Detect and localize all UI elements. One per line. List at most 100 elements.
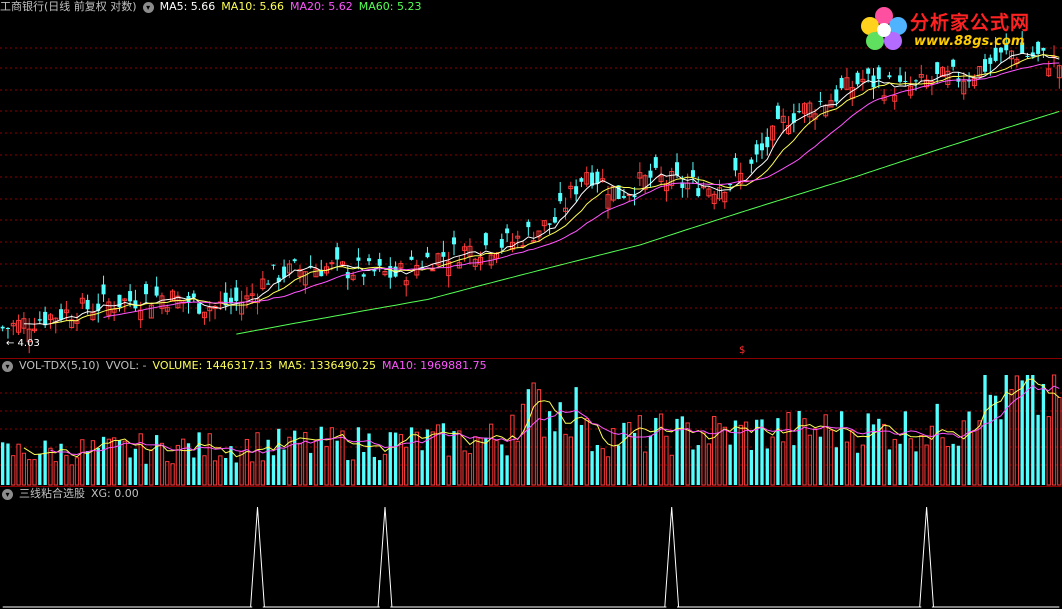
volume-bar (197, 432, 201, 485)
candle-body (377, 259, 382, 266)
volume-bar (350, 459, 356, 486)
indicator-pane[interactable]: ▾ 三线粘合选股 XG: 0.00 (0, 487, 1062, 609)
chevron-down-icon[interactable]: ▾ (142, 1, 154, 13)
volume-bar (112, 437, 117, 486)
volume-bar (755, 419, 759, 485)
volume-value-label: VOLUME: 1446317.13 (152, 359, 273, 372)
volume-bar (409, 427, 414, 485)
volume-bar (393, 432, 398, 485)
volume-bar (802, 418, 807, 486)
pane-divider[interactable] (0, 358, 1062, 359)
dollar-marker: $ (739, 345, 746, 356)
chevron-down-icon[interactable]: ▾ (2, 360, 13, 372)
volume-bar (133, 448, 138, 485)
candle-body (292, 259, 297, 262)
volume-bar (340, 430, 345, 486)
volume-bar (961, 420, 966, 486)
candle-body (711, 193, 717, 205)
volume-bar (828, 429, 834, 486)
volume-bar (425, 429, 430, 485)
volume-bar (531, 382, 536, 486)
candle-body (329, 262, 335, 265)
candle-body (350, 274, 356, 280)
candle-body (96, 303, 101, 311)
site-logo: 分析家公式网 www.88gs.com (856, 2, 1056, 54)
volume-bar (293, 430, 297, 485)
volume-bar (329, 427, 335, 486)
candle-body (175, 295, 181, 309)
volume-bar (250, 461, 255, 486)
candle-body (409, 256, 414, 260)
volume-bar (972, 429, 977, 486)
candle-body (16, 319, 22, 333)
volume-bar (595, 444, 600, 485)
candlestick-chart[interactable] (0, 0, 1062, 358)
candle-body (733, 157, 738, 171)
volume-bar (462, 450, 467, 486)
candle-body (32, 328, 38, 332)
volume-bar (27, 459, 32, 486)
candle-body (37, 319, 42, 321)
candle-body (536, 230, 542, 238)
candle-body (983, 59, 988, 72)
volume-bar (356, 427, 361, 485)
candle-body (266, 283, 271, 285)
volume-bar (128, 457, 132, 485)
candle-body (791, 113, 796, 123)
volume-bar (574, 387, 578, 485)
candle-body (834, 89, 839, 102)
volume-bar (675, 418, 679, 485)
ma60-label: MA60: 5.23 (358, 0, 422, 13)
candle-body (128, 291, 133, 302)
xg-signal-line (2, 506, 1060, 608)
indicator-chart[interactable] (0, 487, 1062, 609)
volume-bar (346, 460, 350, 485)
volume-bar (1020, 380, 1024, 485)
volume-bar (600, 448, 605, 486)
candle-body (722, 191, 728, 203)
chevron-down-icon[interactable]: ▾ (2, 488, 13, 500)
candle-body (1004, 44, 1009, 51)
indicator-name: 三线粘合选股 (19, 487, 85, 500)
candle-body (478, 256, 484, 265)
volume-bar (749, 449, 754, 485)
candle-body (913, 80, 918, 82)
volume-pane[interactable]: ▾ VOL-TDX(5,10) VVOL: - VOLUME: 1446317.… (0, 359, 1062, 486)
volume-bar (96, 447, 100, 485)
volume-bar (260, 460, 266, 486)
volume-bar (1009, 389, 1014, 486)
candle-body (945, 70, 951, 85)
volume-bar (186, 443, 191, 485)
volume-bar (956, 445, 961, 485)
candle-body (302, 271, 308, 286)
volume-bar (765, 448, 769, 485)
volume-bar (90, 440, 96, 486)
candle-body (201, 311, 207, 319)
volume-bar (945, 445, 950, 486)
volume-bar (388, 432, 392, 485)
ma60-line (236, 110, 1060, 335)
pane-divider[interactable] (0, 486, 1062, 487)
xg-value-label: XG: 0.00 (91, 487, 139, 500)
volume-bar (138, 433, 143, 486)
volume-bar (691, 449, 695, 485)
candle-body (898, 75, 903, 82)
volume-bar (622, 422, 626, 485)
volume-bar (627, 422, 632, 486)
candle-body (441, 252, 446, 257)
volume-bar (637, 415, 643, 486)
candle-body (728, 184, 733, 186)
volume-bar (48, 447, 53, 486)
volume-chart[interactable] (0, 359, 1062, 486)
ma5-label: MA5: 5.66 (159, 0, 216, 13)
price-pane[interactable]: 工商银行(日线 前复权 对数) ▾ MA5: 5.66 MA10: 5.66 M… (0, 0, 1062, 358)
candle-body (361, 274, 366, 277)
volume-bar (760, 419, 764, 485)
candle-body (574, 186, 579, 195)
volume-bar (106, 438, 112, 486)
volume-bar (733, 420, 738, 485)
volume-bar (452, 431, 456, 485)
candle-body (117, 294, 122, 308)
candle-body (452, 237, 457, 245)
candle-body (675, 162, 680, 176)
